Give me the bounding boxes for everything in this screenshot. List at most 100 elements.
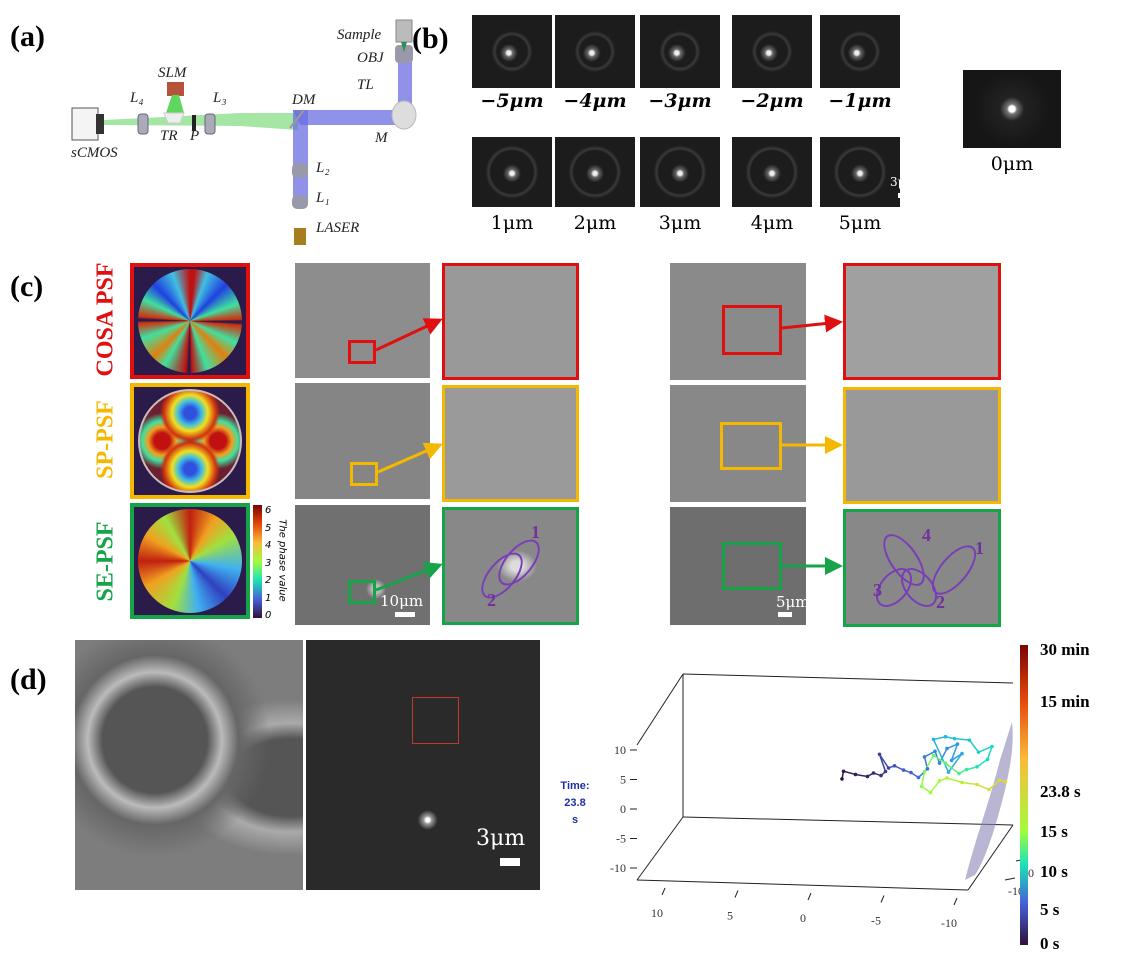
trajectory-point bbox=[937, 779, 942, 783]
trajectory-point bbox=[916, 775, 921, 780]
x-tick-label: -10 bbox=[941, 916, 957, 930]
trajectory-segment bbox=[843, 770, 856, 776]
phase-colorbar-tick: 4 bbox=[265, 540, 272, 551]
z-tick-label: 0 bbox=[620, 802, 626, 816]
trajectory-segment bbox=[945, 762, 960, 775]
dichroic-mirror-icon bbox=[289, 109, 305, 129]
phase-mask-sp bbox=[130, 383, 250, 499]
trajectory-point bbox=[901, 768, 906, 772]
axis-box-edge bbox=[636, 879, 969, 891]
roi-box-se-2 bbox=[722, 542, 782, 590]
panel-label-d: (d) bbox=[10, 663, 47, 696]
x-tick bbox=[661, 887, 666, 896]
trajectory-point bbox=[955, 742, 960, 746]
trajectory-segment bbox=[878, 753, 890, 769]
trajectory-point bbox=[919, 784, 924, 789]
trajectory-point bbox=[853, 772, 858, 777]
psf-depth-label: −3μm bbox=[648, 90, 712, 112]
phase-colorbar-tick: 5 bbox=[265, 522, 272, 534]
label-p: P bbox=[190, 128, 200, 144]
scale-bar-c-right bbox=[778, 612, 792, 617]
label-m: M bbox=[375, 130, 388, 146]
mirror-icon bbox=[391, 100, 417, 130]
lens-l2-icon bbox=[292, 163, 308, 178]
label-obj: OBJ bbox=[357, 50, 384, 66]
time-colorbar-label: 15 min bbox=[1040, 692, 1090, 711]
psf-depth-label: −4μm bbox=[563, 90, 627, 112]
trajectory-point bbox=[985, 757, 990, 762]
time-colorbar bbox=[1020, 645, 1028, 945]
scale-bar-d bbox=[500, 858, 520, 866]
trajectory-segment bbox=[986, 746, 993, 760]
trajectory-segment bbox=[950, 743, 959, 761]
ellipse-label-4-right: 4 bbox=[922, 525, 931, 545]
z-tick-label: 5 bbox=[620, 773, 626, 787]
x-tick-label: 10 bbox=[651, 906, 663, 920]
scale-bar-label-b: 3μm bbox=[890, 175, 917, 189]
label-l2: L₂ bbox=[316, 160, 330, 176]
psf-image-0um bbox=[963, 70, 1061, 148]
zoom-cosa-2 bbox=[843, 263, 1001, 380]
psf-image bbox=[820, 15, 900, 88]
trajectory-point bbox=[931, 737, 936, 742]
zoom-cosa-1 bbox=[442, 263, 579, 380]
trajectory-segment bbox=[924, 750, 936, 758]
label-dm: DM bbox=[292, 92, 316, 108]
trajectory-segment bbox=[920, 771, 926, 787]
axis-box-edge bbox=[636, 816, 684, 881]
label-tr: TR bbox=[160, 128, 178, 144]
psf-image bbox=[472, 15, 552, 88]
trajectory-point bbox=[943, 761, 948, 766]
trajectory-point bbox=[943, 734, 948, 739]
ellipse-label-2-left: 2 bbox=[487, 590, 496, 610]
phase-mask-cosa bbox=[130, 263, 250, 379]
trajectory-point bbox=[960, 751, 964, 756]
trajectory-point bbox=[946, 770, 951, 774]
axis-box-edge bbox=[682, 816, 1014, 826]
trajectory-segment bbox=[968, 739, 980, 753]
y-tick bbox=[1004, 877, 1016, 881]
pinhole-icon bbox=[192, 115, 196, 131]
label-l3: L₃ bbox=[213, 90, 227, 106]
trajectory-point bbox=[949, 758, 954, 763]
trajectory-point bbox=[967, 738, 972, 742]
psf-depth-label: −5μm bbox=[480, 90, 544, 112]
trajectory-point bbox=[957, 771, 961, 776]
trajectory-point bbox=[892, 763, 897, 768]
fluorescence-cell-image bbox=[306, 640, 540, 890]
psf-image bbox=[732, 15, 812, 88]
time-colorbar-label: 30 min bbox=[1040, 640, 1090, 659]
trajectory-point bbox=[952, 736, 957, 741]
time-colorbar-label: 15 s bbox=[1040, 822, 1068, 841]
psf-image bbox=[640, 137, 720, 207]
trajectory-point bbox=[964, 767, 969, 772]
trajectory-point bbox=[877, 752, 882, 757]
trajectory-point bbox=[997, 778, 1002, 783]
scale-bar-label-c-left: 10μm bbox=[380, 592, 424, 610]
trajectory-point bbox=[1003, 779, 1008, 784]
trajectory-segment bbox=[929, 780, 941, 793]
scale-bar-label-d: 3μm bbox=[476, 826, 526, 851]
scale-bar-b bbox=[898, 193, 912, 198]
phase-colorbar-tick: 1 bbox=[265, 592, 272, 604]
psf-image bbox=[472, 137, 552, 207]
panel-label-b: (b) bbox=[412, 22, 449, 55]
x-tick bbox=[734, 890, 739, 898]
scale-bar-label-c-right: 5μm bbox=[776, 593, 810, 611]
phase-colorbar-tick: 0 bbox=[265, 610, 272, 621]
trajectory-point bbox=[871, 771, 876, 775]
label-sample: Sample bbox=[337, 27, 382, 43]
trajectory-segment bbox=[988, 779, 1000, 791]
trajectory-point bbox=[879, 773, 883, 778]
trajectory-segment bbox=[933, 735, 946, 741]
psf-image bbox=[555, 137, 635, 207]
roi-box-sp-2 bbox=[720, 422, 782, 470]
psf-depth-label: 3μm bbox=[658, 212, 702, 234]
trajectory-point bbox=[841, 769, 846, 774]
phase-mask-se bbox=[130, 503, 250, 619]
excitation-beam bbox=[293, 110, 412, 125]
trajectory-point bbox=[960, 780, 964, 785]
time-colorbar-label: 5 s bbox=[1040, 900, 1060, 919]
z-tick-label: -5 bbox=[616, 832, 626, 846]
